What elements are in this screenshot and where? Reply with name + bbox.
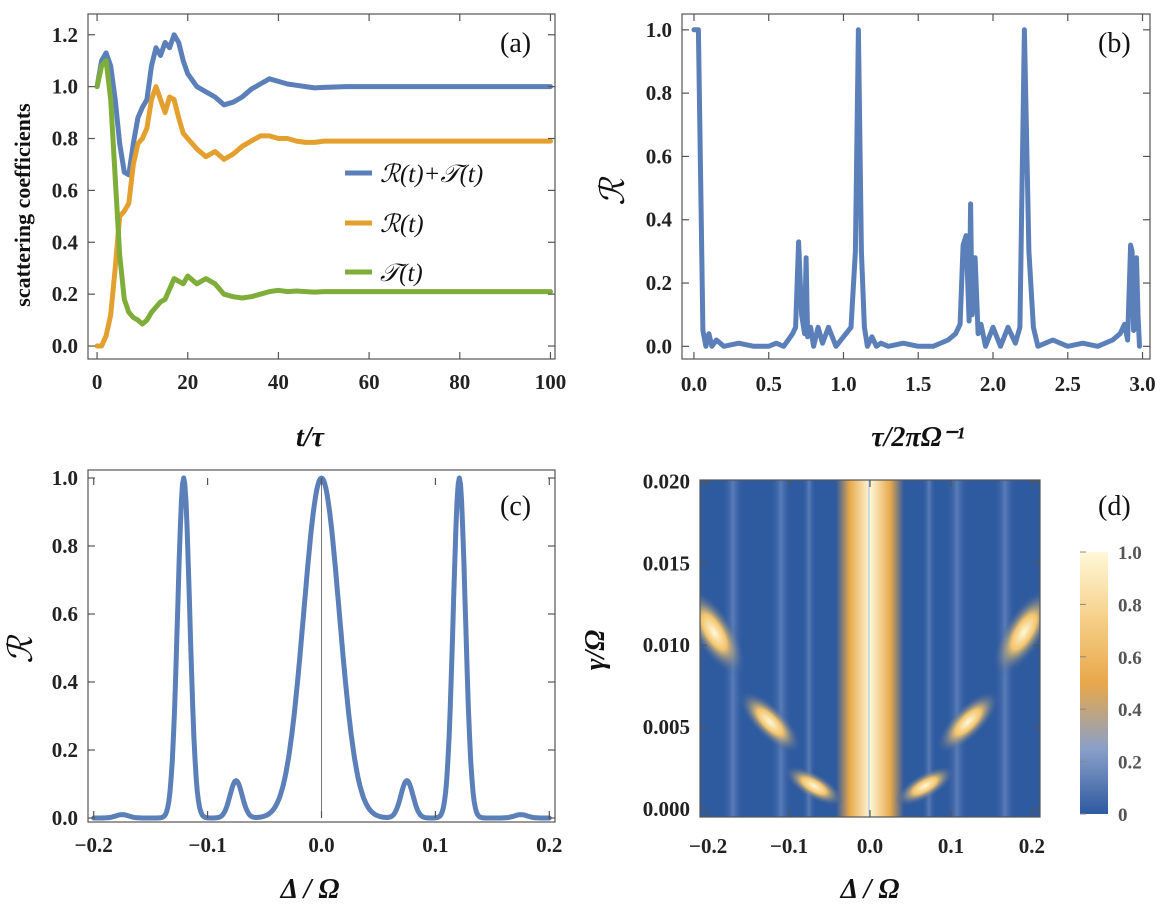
y-tick-label: 0.4: [52, 670, 79, 694]
panel-a-label: (a): [500, 28, 531, 59]
y-tick-label: 0.010: [643, 633, 690, 657]
x-tick-label: −0.2: [689, 834, 727, 858]
x-tick-label: 100: [535, 370, 567, 394]
series-r-plus-t-line: [94, 32, 553, 178]
colorbar-tick-label: 0.8: [1118, 595, 1142, 616]
y-tick-label: 0.6: [52, 602, 78, 626]
x-tick-label: 80: [449, 370, 470, 394]
y-tick-label: 0.2: [52, 738, 78, 762]
y-tick-label: 0.0: [646, 334, 672, 358]
colorbar: [1080, 552, 1108, 814]
colorbar-tick-label: 0.2: [1118, 753, 1142, 774]
panel-d-label: (d): [1098, 491, 1131, 522]
y-tick-label: 0.8: [52, 534, 78, 558]
y-tick-label: 0.4: [52, 230, 79, 254]
series-r-line: [94, 84, 553, 349]
y-tick-label: 0.8: [52, 127, 78, 151]
y-tick-label: 0.6: [52, 178, 78, 202]
heatmap-arc-segment: [783, 765, 845, 807]
y-tick-label: 1.0: [646, 18, 672, 42]
legend-label-r: ℛ(t): [380, 211, 424, 238]
panel-b-ylabel: ℛ: [595, 176, 632, 206]
x-tick-label: −0.1: [770, 834, 808, 858]
y-tick-label: 0.8: [646, 81, 672, 105]
series-r-vs-tau-line: [691, 27, 1142, 349]
legend-label-sum: ℛ(t)+𝒯(t): [380, 161, 483, 188]
x-tick-label: 0.0: [308, 833, 334, 857]
y-tick-label: 1.2: [52, 23, 78, 47]
panel-a: 0 20 40 60 80 100 0.0 0.2 0.4 0.6 0.8 1.0 1.2 (a) t/…: [10, 13, 567, 453]
panel-a-xlabel: t/τ: [296, 422, 326, 453]
x-tick-label: 1.0: [830, 372, 856, 396]
x-tick-label: 20: [177, 370, 198, 394]
y-tick-label: 0.0: [52, 334, 78, 358]
panel-b-frame: [681, 13, 1151, 360]
y-tick-label: 0.000: [643, 797, 690, 821]
colorbar-tick-label: 1.0: [1118, 543, 1142, 564]
y-tick-label: 0.2: [52, 282, 78, 306]
legend-label-t: 𝒯(t): [380, 260, 423, 287]
panel-c-ylabel: ℛ: [3, 634, 40, 664]
y-tick-label: 0.0: [52, 806, 78, 830]
x-tick-label: −0.2: [75, 833, 113, 857]
x-tick-label: 60: [359, 370, 380, 394]
y-tick-label: 1.0: [52, 466, 78, 490]
y-tick-label: 1.0: [52, 75, 78, 99]
panel-c-xlabel: Δ / Ω: [280, 874, 340, 905]
x-tick-label: 0.0: [857, 834, 883, 858]
colorbar-tick-label: 0.4: [1118, 700, 1142, 721]
colorbar-tick-label: 0: [1118, 805, 1128, 826]
heatmap: [700, 480, 1040, 817]
x-tick-label: 0.1: [938, 834, 964, 858]
x-tick-label: 0: [92, 370, 103, 394]
x-tick-label: 0.2: [536, 833, 562, 857]
panel-b: 0.0 0.5 1.0 1.5 2.0 2.5 3.00.00.20.40.60.81.0 …: [595, 13, 1156, 453]
panel-b-label: (b): [1098, 28, 1131, 59]
y-tick-label: 0.6: [646, 144, 672, 168]
panel-c-label: (c): [500, 491, 531, 522]
y-tick-label: 0.015: [643, 551, 690, 575]
x-tick-label: 0.1: [422, 833, 448, 857]
heatmap-arc-segment: [936, 690, 1000, 754]
panel-a-legend: ℛ(t)+𝒯(t) ℛ(t) 𝒯(t): [345, 161, 483, 287]
heatmap-central-band: [836, 480, 904, 817]
x-tick-label: 0.2: [1019, 834, 1045, 858]
panel-c-frame: [87, 469, 556, 823]
y-tick-label: 0.005: [643, 715, 690, 739]
panel-d-ylabel: γ/Ω: [580, 630, 611, 670]
panel-d: −0.2 −0.1 0.0 0.1 0.2 0.000 0.005 0.010 0.015 0.0…: [580, 470, 1142, 905]
x-tick-label: 0.5: [756, 372, 782, 396]
panel-c: −0.2 −0.1 0.0 0.1 0.20.00.20.40.60.81.0 (c) …: [3, 466, 562, 905]
x-tick-label: 0.0: [681, 372, 707, 396]
y-tick-label: 0.2: [646, 271, 672, 295]
heatmap-arc-segment: [738, 690, 802, 754]
panel-a-frame: [87, 13, 556, 360]
colorbar-tick-label: 0.6: [1118, 648, 1142, 669]
panel-d-xlabel: Δ / Ω: [840, 874, 900, 905]
heatmap-arc-segment: [894, 765, 956, 807]
heatmap-fringe: [922, 480, 936, 817]
x-tick-label: −0.1: [188, 833, 226, 857]
series-t-line: [94, 58, 553, 327]
y-tick-label: 0.4: [646, 208, 673, 232]
panel-a-ylabel: scattering coefficients: [10, 103, 35, 307]
x-tick-label: 2.0: [980, 372, 1006, 396]
x-tick-label: 40: [268, 370, 289, 394]
x-tick-label: 3.0: [1129, 372, 1155, 396]
heatmap-fringe: [802, 480, 816, 817]
panel-b-xlabel: τ/2πΩ⁻¹: [871, 422, 965, 453]
heatmap-arc-segment: [700, 588, 746, 676]
y-tick-label: 0.020: [643, 470, 690, 494]
x-tick-label: 2.5: [1055, 372, 1081, 396]
x-tick-label: 1.5: [905, 372, 931, 396]
